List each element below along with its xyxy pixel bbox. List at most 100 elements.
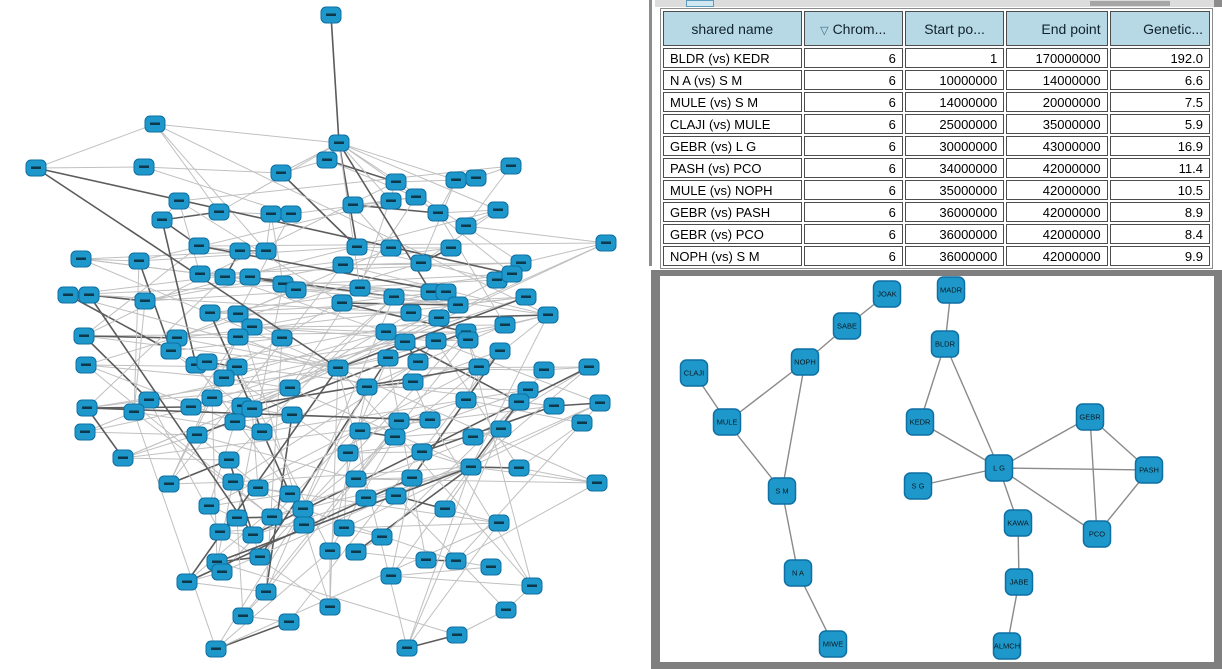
network-node[interactable] [260,205,282,223]
table-cell[interactable]: 42000000 [1006,224,1108,244]
network-node[interactable] [133,158,155,176]
node-shape[interactable] [1082,520,1112,548]
network-node[interactable] [394,333,416,351]
table-cell[interactable]: 42000000 [1006,202,1108,222]
network-node[interactable] [586,474,608,492]
col-header-end-point[interactable]: End point [1006,11,1108,46]
network-node[interactable] [595,234,617,252]
network-node[interactable] [400,304,422,322]
node-shape[interactable] [936,276,966,304]
network-node[interactable] [242,526,264,544]
table-cell[interactable]: 30000000 [904,136,1005,156]
table-cell[interactable]: 43000000 [1006,136,1108,156]
table-cell[interactable]: 6 [803,92,903,112]
network-edge[interactable] [998,467,1098,535]
table-cell[interactable]: 34000000 [904,158,1005,178]
network-node[interactable] [74,423,96,441]
network-node[interactable] [270,164,292,182]
network-node[interactable] [457,331,479,349]
network-node[interactable] [151,211,173,229]
network-node[interactable] [500,157,522,175]
network-node[interactable] [337,444,359,462]
network-node[interactable] [249,548,271,566]
network-node[interactable] [411,443,433,461]
network-node[interactable]: NOPH [790,348,820,376]
table-cell[interactable]: MULE (vs) S M [663,92,802,112]
network-node[interactable] [128,252,150,270]
network-node[interactable] [508,459,530,477]
table-cell[interactable]: 9.9 [1109,246,1210,266]
network-node[interactable] [134,292,156,310]
table-cell[interactable]: 35000000 [904,180,1005,200]
network-node[interactable] [435,283,457,301]
network-node[interactable] [508,393,530,411]
network-node[interactable]: MADR [936,276,966,304]
network-node[interactable] [247,479,269,497]
network-node[interactable] [345,543,367,561]
network-node[interactable]: JOAK [872,280,902,308]
network-node[interactable] [180,398,202,416]
table-row[interactable]: GEBR (vs) PASH 6 36000000 42000000 8.9 [663,202,1210,222]
table-cell[interactable]: 6 [803,246,903,266]
network-node[interactable] [214,268,236,286]
network-node[interactable] [488,514,510,532]
network-node[interactable] [320,6,342,24]
table-cell[interactable]: 14000000 [904,92,1005,112]
network-node[interactable] [402,373,424,391]
network-node[interactable] [445,552,467,570]
overview-network-canvas[interactable] [0,0,648,669]
table-cell[interactable]: 10000000 [904,70,1005,90]
network-node[interactable]: BLDR [930,330,960,358]
table-cell[interactable]: 6 [803,70,903,90]
network-node[interactable] [445,171,467,189]
table-cell[interactable]: GEBR (vs) PCO [663,224,802,244]
network-node[interactable] [209,523,231,541]
horizontal-scrollbar-thumb[interactable] [1090,1,1170,6]
network-node[interactable] [434,500,456,518]
node-shape[interactable] [992,632,1022,660]
network-edge[interactable] [998,467,1150,471]
table-cell[interactable]: 6 [803,48,903,68]
network-node[interactable] [189,265,211,283]
node-shape[interactable] [790,348,820,376]
table-row[interactable]: GEBR (vs) L G 6 30000000 43000000 16.9 [663,136,1210,156]
network-node[interactable] [227,305,249,323]
network-node[interactable] [261,508,283,526]
network-node[interactable] [515,288,537,306]
table-row[interactable]: MULE (vs) NOPH 6 35000000 42000000 10.5 [663,180,1210,200]
network-node[interactable] [332,256,354,274]
table-cell[interactable]: 6 [803,114,903,134]
network-node[interactable] [468,358,490,376]
network-node[interactable] [76,399,98,417]
table-cell[interactable]: 192.0 [1109,48,1210,68]
network-node[interactable] [427,204,449,222]
network-node[interactable] [218,451,240,469]
network-edge[interactable] [998,416,1091,469]
network-node[interactable] [293,516,315,534]
table-row[interactable]: CLAJI (vs) MULE 6 25000000 35000000 5.9 [663,114,1210,134]
col-header-genetic[interactable]: Genetic... [1109,11,1210,46]
network-node[interactable] [70,250,92,268]
table-cell[interactable]: 20000000 [1006,92,1108,112]
network-node[interactable] [292,500,314,518]
network-node[interactable] [377,349,399,367]
network-node[interactable] [281,406,303,424]
network-node[interactable] [319,542,341,560]
table-cell[interactable]: 6 [803,202,903,222]
network-node[interactable] [428,309,450,327]
network-node[interactable] [589,394,611,412]
network-node[interactable] [227,328,249,346]
network-node[interactable] [537,306,559,324]
network-node[interactable] [73,327,95,345]
network-node[interactable] [239,268,261,286]
network-node[interactable] [280,205,302,223]
network-node[interactable] [158,475,180,493]
network-node[interactable] [489,342,511,360]
node-shape[interactable] [1134,456,1164,484]
network-node[interactable] [78,286,100,304]
node-shape[interactable] [767,477,797,505]
table-tab[interactable] [686,0,714,7]
table-cell[interactable]: 8.4 [1109,224,1210,244]
node-shape[interactable] [984,454,1014,482]
node-shape[interactable] [905,408,935,436]
